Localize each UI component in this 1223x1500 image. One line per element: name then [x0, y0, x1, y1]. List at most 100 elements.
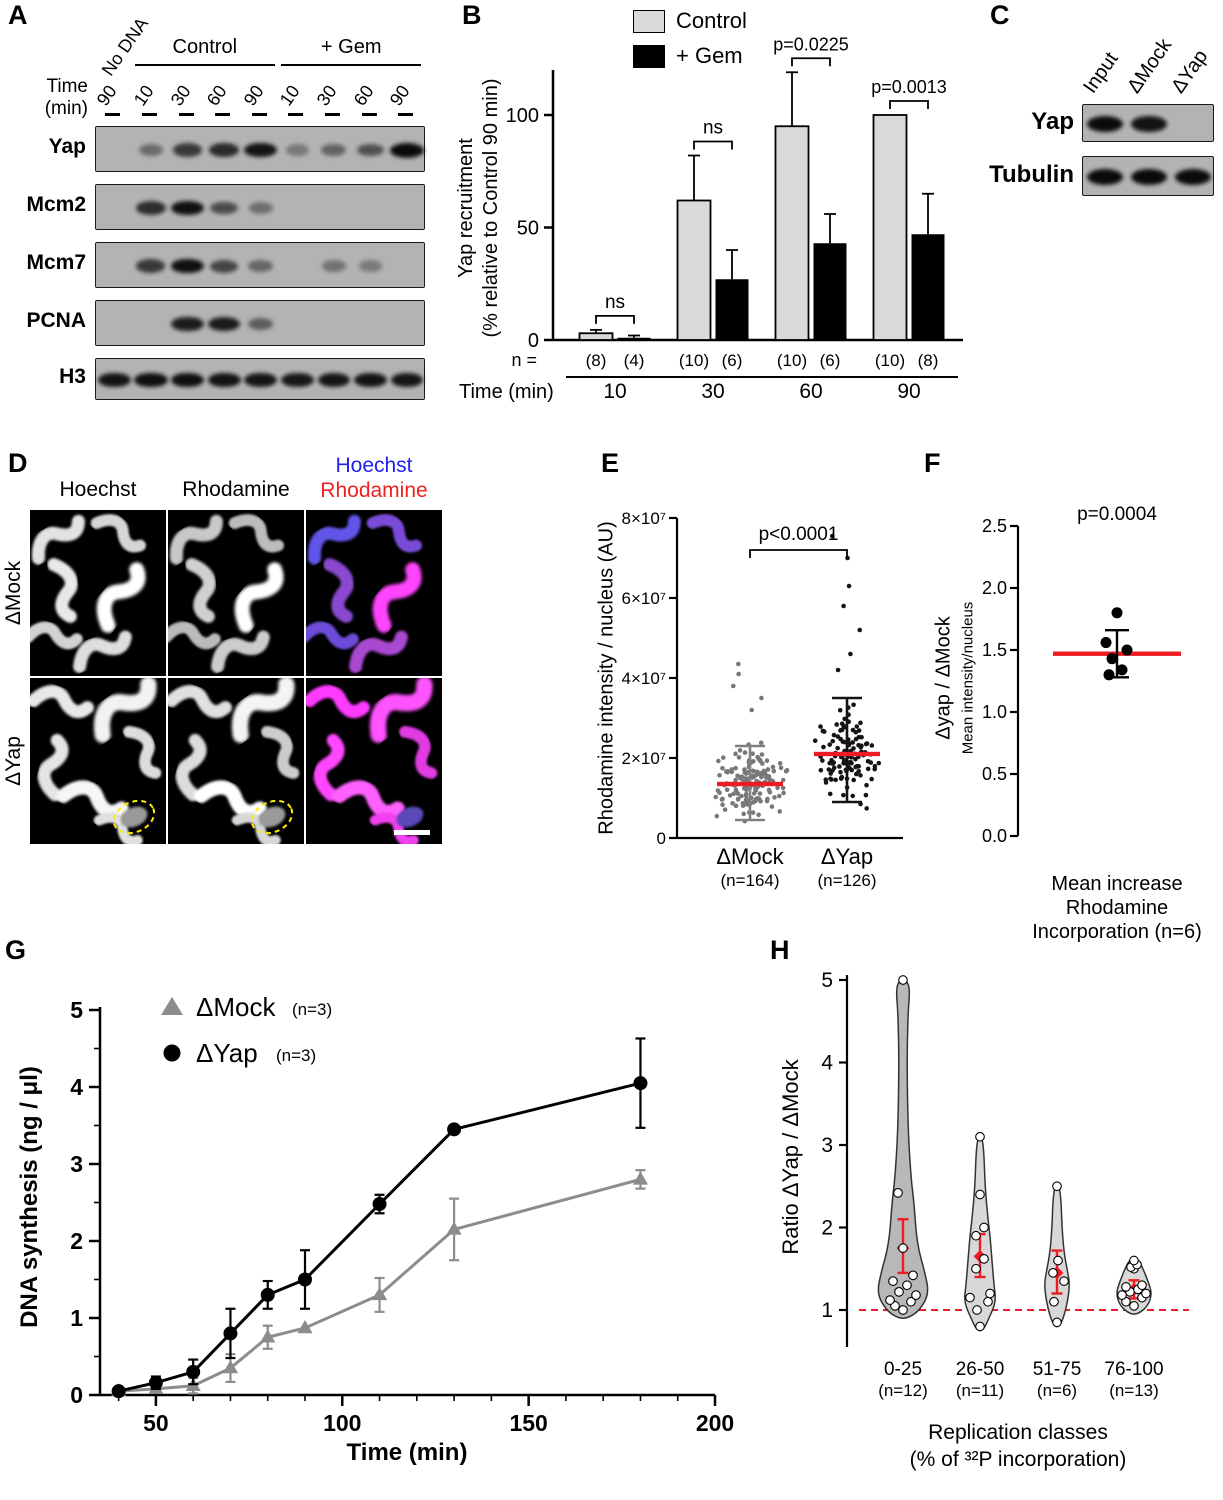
legend-marker-circle	[163, 1044, 181, 1062]
data-point	[713, 794, 719, 800]
lane-group-line	[134, 64, 275, 66]
data-point	[757, 757, 763, 763]
data-point	[971, 1230, 981, 1241]
significance-bracket	[889, 100, 929, 109]
band	[353, 372, 387, 388]
y-tick-label: 50	[517, 218, 539, 240]
nucleus	[349, 630, 408, 674]
panel-label-b: B	[462, 0, 482, 30]
lane-time-label: 30	[312, 81, 341, 110]
nucleus	[90, 514, 146, 553]
y-tick-label: 2.5	[982, 516, 1007, 536]
legend-item-control: Control	[633, 8, 747, 34]
blot-mcm2	[95, 184, 425, 230]
data-point	[858, 720, 863, 726]
data-point	[739, 793, 744, 799]
band	[1175, 169, 1211, 185]
data-point	[821, 744, 826, 750]
panel-label-e: E	[601, 448, 620, 478]
data-point	[841, 603, 846, 609]
lane-tick	[251, 113, 267, 116]
x-axis-title-line1: Mean increase	[1051, 873, 1183, 895]
sig-label: ns	[605, 292, 625, 313]
median-line	[814, 751, 880, 757]
data-point	[720, 755, 726, 760]
path	[332, 780, 405, 820]
data-point	[902, 1280, 912, 1291]
data-point	[849, 767, 855, 773]
data-point	[848, 651, 853, 657]
y-tick-label: 100	[506, 105, 539, 127]
data-point	[750, 810, 756, 815]
data-point	[865, 758, 871, 764]
nucleus	[307, 514, 361, 565]
band	[170, 372, 205, 388]
band	[170, 258, 205, 274]
nucleus	[228, 514, 284, 553]
panel-label-h: H	[770, 935, 790, 965]
data-point	[733, 765, 738, 771]
data-point	[853, 764, 858, 770]
merge-header-hoechst: Hoechst	[335, 454, 413, 477]
micrograph-yap-hoechst	[30, 678, 166, 844]
data-point	[759, 695, 764, 701]
data-point	[979, 1222, 989, 1233]
band	[1087, 169, 1123, 185]
panel-c-western-blots: C Input ΔMock ΔYap Yap Tubulin	[980, 0, 1223, 245]
data-point	[742, 750, 748, 755]
lane-group-label: + Gem	[320, 36, 382, 58]
data-point	[753, 772, 759, 778]
data-point	[759, 774, 764, 780]
data-point	[780, 777, 786, 783]
nucleus	[313, 733, 345, 802]
rhodamine-intensity-scatter: 0 2×10⁷ 4×10⁷ 6×10⁷ 8×10⁷ ΔMock (n=164) ΔYap (n=…	[622, 509, 903, 890]
micrograph-mock-merge	[306, 510, 442, 676]
band	[208, 143, 240, 157]
data-point	[770, 764, 776, 770]
data-point	[885, 1295, 895, 1305]
y-tick-label: 0	[657, 829, 666, 848]
yap-recruitment-bar-chart: 0 50 100 ns (8) (4) 10 ns (10) (6) 30 p=0.0225 (10) (…	[459, 34, 963, 403]
legend-label-control: Control	[676, 8, 747, 33]
x-tick-label: 200	[696, 1410, 734, 1436]
data-point	[839, 721, 845, 726]
data-point	[972, 1305, 982, 1315]
antibody-label-yap: Yap	[48, 135, 86, 158]
bar-control-90	[872, 114, 908, 341]
path	[313, 733, 345, 802]
nucleus	[399, 726, 438, 779]
data-point	[759, 752, 765, 757]
data-point	[765, 796, 770, 802]
legend-marker-triangle	[161, 997, 183, 1015]
lane-tick	[141, 113, 157, 116]
path	[47, 558, 78, 623]
path	[37, 733, 69, 802]
data-point	[863, 792, 869, 798]
lane-tick	[361, 113, 377, 116]
series-yap	[111, 1037, 648, 1399]
blot-yap	[1082, 104, 1214, 142]
data-point	[729, 767, 735, 772]
data-point	[908, 1270, 918, 1281]
path	[168, 621, 221, 650]
data-point	[869, 743, 875, 748]
panel-label-g: G	[5, 935, 27, 965]
nucleus	[30, 621, 83, 650]
scale-bar	[394, 830, 430, 835]
lane-time-label: 90	[93, 81, 121, 110]
band	[357, 143, 384, 157]
data-point	[737, 748, 743, 753]
merge-header-rhodamine: Rhodamine	[320, 479, 428, 502]
band	[247, 317, 274, 331]
bar-control-60	[774, 125, 810, 341]
data-point	[853, 736, 859, 742]
data-point	[724, 787, 730, 793]
significance-bracket	[693, 140, 733, 150]
x-axis-title-line2: (% of ³²P incorporation)	[909, 1448, 1127, 1472]
x-axis-title: Mean increase Rhodamine Incorporation (n…	[982, 872, 1223, 944]
data-point	[848, 759, 853, 765]
time-tick-label: 60	[799, 380, 822, 403]
data-point	[737, 775, 743, 781]
triangle-marker	[371, 1286, 388, 1301]
